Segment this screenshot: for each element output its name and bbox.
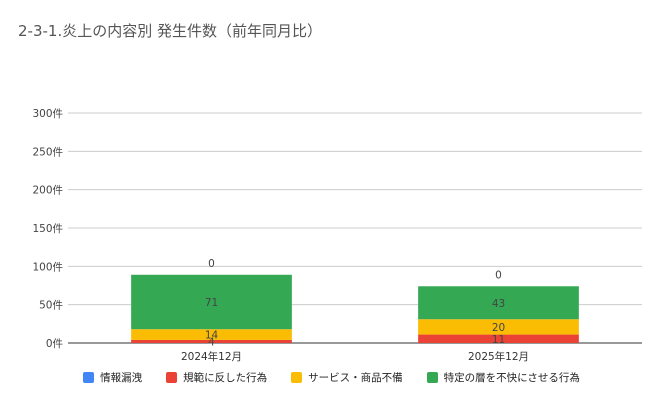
- legend-label: サービス・商品不備: [308, 372, 403, 384]
- legend-item: 特定の層を不快にさせる行為: [426, 370, 580, 385]
- legend-item: サービス・商品不備: [291, 370, 403, 385]
- y-tick-label: 250件: [32, 146, 63, 158]
- bar-segment: [418, 286, 579, 320]
- legend-item: 規範に反した行為: [166, 370, 267, 385]
- data-label: 4: [208, 336, 215, 348]
- legend-label: 情報漏洩: [100, 372, 143, 384]
- y-tick-label: 100件: [32, 261, 63, 273]
- data-label: 20: [492, 322, 505, 334]
- legend-label: 規範に反した行為: [183, 372, 268, 384]
- data-label: 0: [208, 258, 215, 270]
- data-label: 11: [492, 334, 505, 346]
- data-label: 43: [492, 298, 505, 310]
- data-label: 0: [495, 269, 502, 281]
- y-tick-label: 150件: [32, 223, 63, 235]
- bar-segment: [131, 339, 292, 343]
- x-tick-label: 2024年12月: [181, 350, 242, 363]
- legend-swatch: [83, 372, 95, 383]
- legend: 情報漏洩 規範に反した行為 サービス・商品不備 特定の層を不快にさせる行為: [0, 370, 663, 385]
- bar-segment: [418, 334, 579, 343]
- bar-segment: [418, 319, 579, 335]
- y-tick-label: 200件: [32, 185, 63, 197]
- bar-segment: [131, 329, 292, 340]
- y-tick-label: 50件: [39, 300, 63, 312]
- chart-title: 2-3-1.炎上の内容別 発生件数（前年同月比）: [18, 22, 322, 40]
- legend-swatch: [291, 372, 303, 383]
- legend-swatch: [166, 372, 178, 383]
- legend-swatch: [426, 372, 438, 383]
- y-tick-label: 0件: [46, 338, 63, 350]
- y-tick-label: 300件: [32, 108, 63, 120]
- legend-label: 特定の層を不快にさせる行為: [443, 372, 580, 384]
- x-tick-label: 2025年12月: [468, 350, 529, 363]
- legend-item: 情報漏洩: [83, 370, 142, 385]
- data-label: 14: [205, 330, 219, 342]
- bar-segment: [131, 274, 292, 330]
- data-label: 71: [205, 297, 218, 309]
